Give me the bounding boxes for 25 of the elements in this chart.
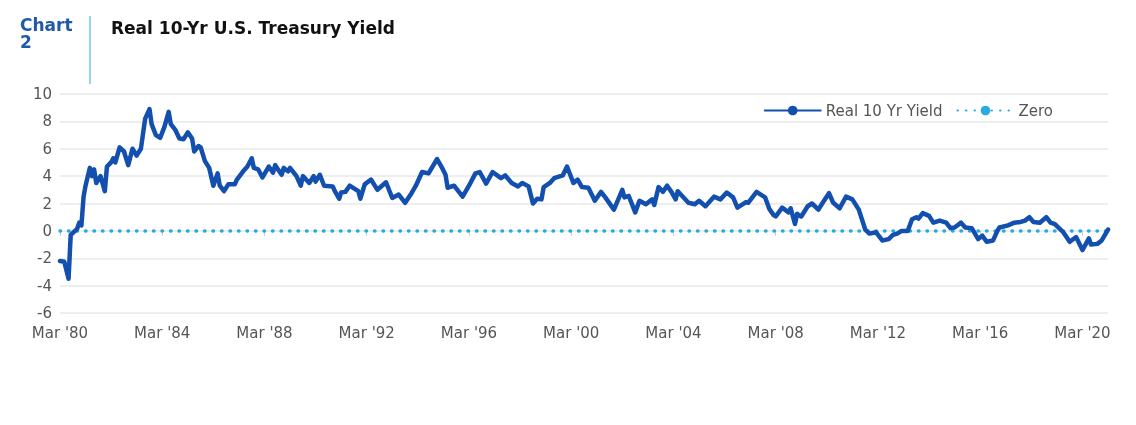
x-tick-label: Mar '04 — [645, 323, 702, 342]
y-tick-label: 10 — [32, 85, 52, 103]
x-tick-label: Mar '84 — [134, 323, 191, 342]
x-tick-label: Mar '12 — [849, 323, 907, 342]
y-tick-label: -4 — [37, 276, 52, 295]
y-tick-label: 0 — [42, 221, 52, 240]
x-tick-label: Mar '00 — [543, 323, 600, 342]
x-tick-label: Mar '20 — [1054, 323, 1111, 342]
y-tick-label: -2 — [37, 249, 52, 268]
x-tick-label: Mar '80 — [31, 323, 89, 342]
chart-title: Real 10-Yr U.S. Treasury Yield — [111, 17, 395, 38]
y-tick-label: 6 — [42, 139, 52, 158]
y-tick-label: 4 — [42, 167, 52, 186]
x-tick-label: Mar '16 — [952, 323, 1009, 342]
x-tick-label: Mar '92 — [338, 323, 395, 342]
x-tick-label: Mar '96 — [440, 323, 498, 342]
x-tick-label: Mar '08 — [747, 323, 804, 342]
x-tick-label: Mar '88 — [236, 323, 293, 342]
line-series — [57, 106, 1111, 282]
y-tick-label: 8 — [42, 112, 52, 131]
legend-label: Real 10 Yr Yield — [825, 101, 943, 120]
caption: Chart 2 — [20, 14, 79, 52]
y-tick-label: -6 — [37, 304, 52, 322]
y-tick-label: 2 — [42, 194, 52, 213]
legend-label: Zero — [1018, 101, 1054, 120]
